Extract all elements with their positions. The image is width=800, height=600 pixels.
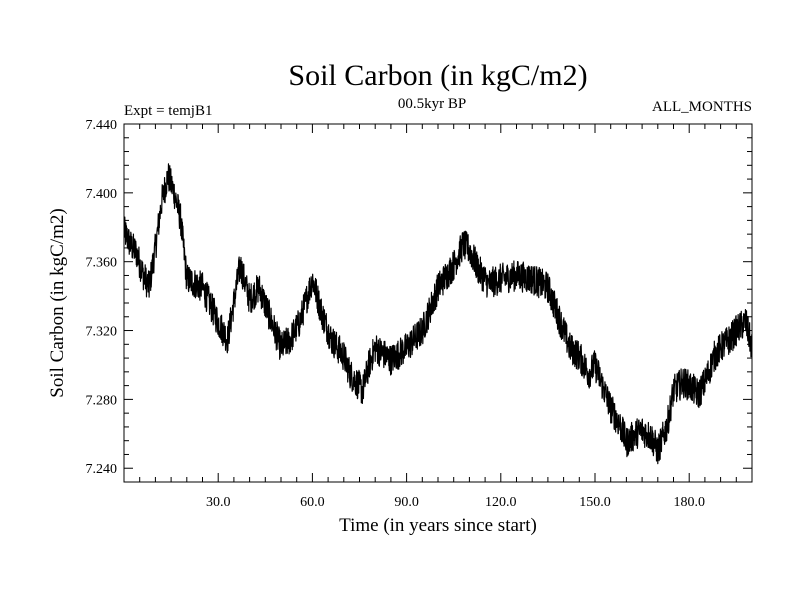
y-tick-label: 7.320 xyxy=(86,325,118,340)
y-tick-label: 7.360 xyxy=(86,256,118,271)
x-tick-label: 120.0 xyxy=(485,495,517,510)
y-axis-label: Soil Carbon (in kgC/m2) xyxy=(47,208,68,397)
experiment-label: Expt = temjB1 xyxy=(124,103,212,119)
x-axis-label: Time (in years since start) xyxy=(339,515,537,536)
y-tick-label: 7.240 xyxy=(86,462,118,477)
plot-area xyxy=(124,163,752,465)
period-label: 00.5kyr BP xyxy=(398,96,466,112)
x-tick-label: 90.0 xyxy=(394,495,419,510)
y-tick-label: 7.400 xyxy=(86,187,118,202)
months-label: ALL_MONTHS xyxy=(652,99,752,115)
y-tick-label: 7.440 xyxy=(86,118,118,133)
chart-title: Soil Carbon (in kgC/m2) xyxy=(288,59,587,92)
plot-frame xyxy=(123,123,753,483)
x-tick-label: 150.0 xyxy=(579,495,611,510)
y-tick-labels: 7.240 7.280 7.320 7.360 7.400 7.440 xyxy=(86,118,118,477)
x-tick-label: 30.0 xyxy=(206,495,231,510)
y-tick-label: 7.280 xyxy=(86,393,118,408)
x-tick-labels: 30.0 60.0 90.0 120.0 150.0 180.0 xyxy=(206,495,705,510)
axis-ticks xyxy=(124,123,752,482)
x-tick-label: 60.0 xyxy=(300,495,325,510)
x-tick-label: 180.0 xyxy=(673,495,705,510)
data-line xyxy=(124,163,752,465)
